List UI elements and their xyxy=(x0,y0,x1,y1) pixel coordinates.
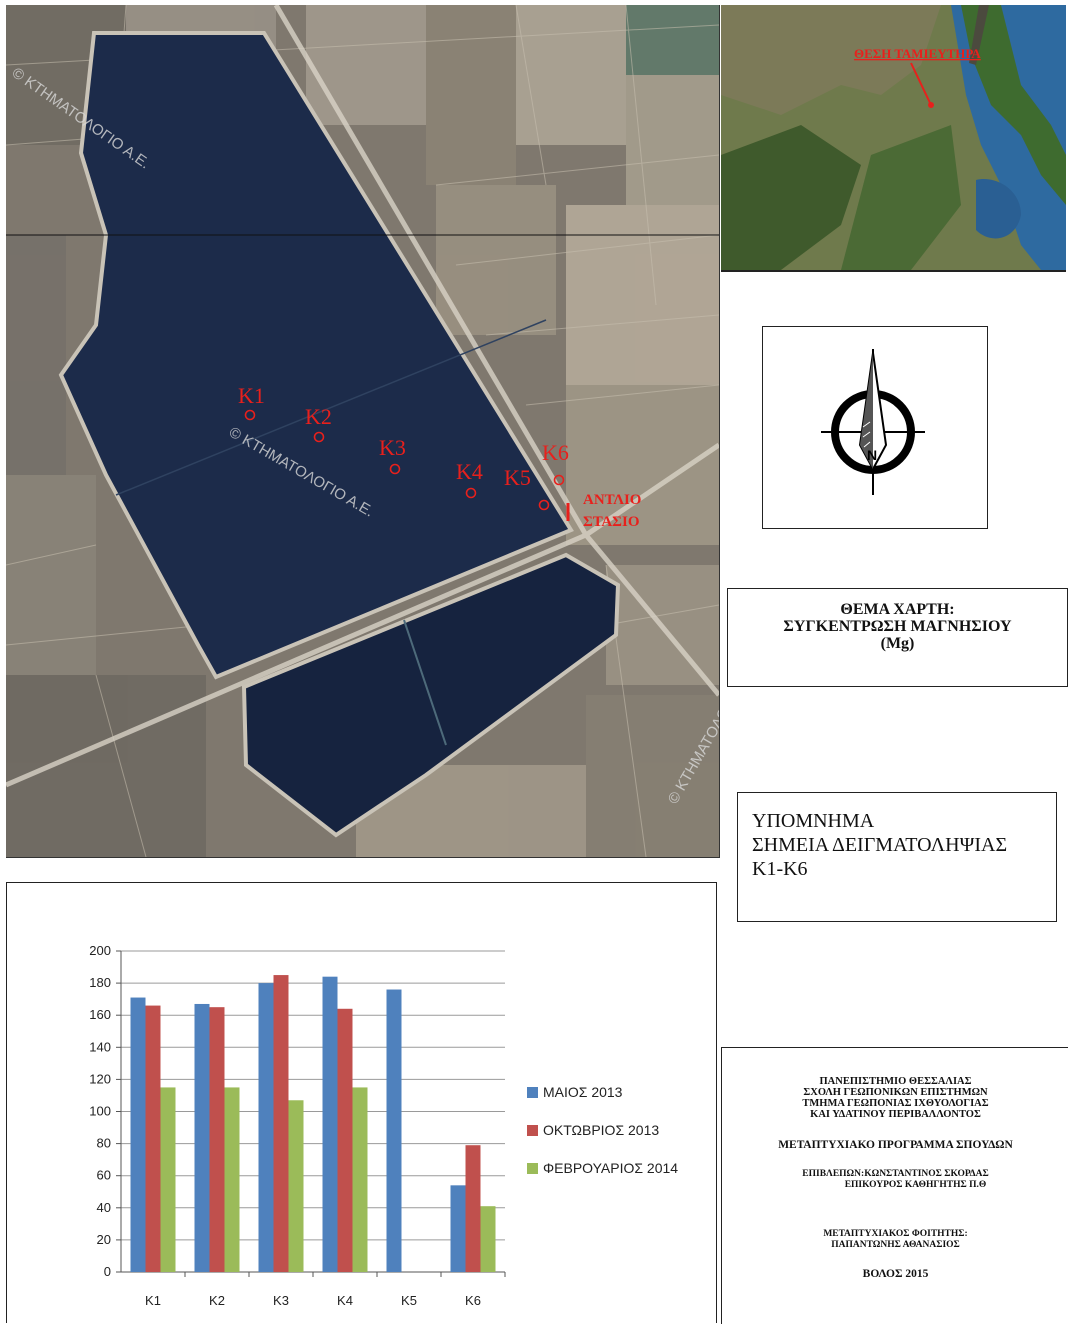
y-tick-label: 40 xyxy=(97,1200,111,1215)
legend-swatch xyxy=(527,1125,538,1136)
y-tick-label: 60 xyxy=(97,1168,111,1183)
legend-swatch xyxy=(527,1087,538,1098)
station-label-2: ΣΤΑΣΙΟ xyxy=(583,514,640,530)
label-k4: K4 xyxy=(456,459,483,484)
bar-1-k6 xyxy=(450,1185,466,1272)
magnesium-chart: 0 20 40 60 80 100 120 140 160 180 200 K1 K2 K3 K4 K5 K6 Μ… xyxy=(6,882,717,1323)
marker-k1[interactable] xyxy=(244,409,256,421)
x-tick-label: K2 xyxy=(209,1293,225,1308)
subject-line-3: (Mg) xyxy=(880,635,915,652)
marker-k5[interactable] xyxy=(538,499,550,511)
chart-svg: 0 20 40 60 80 100 120 140 160 180 200 K1 K2 K3 K4 K5 K6 Μ… xyxy=(89,943,678,1308)
credits-student-label: ΜΕΤΑΠΤΥΧΙΑΚΟΣ ΦΟΙΤΗΤΗΣ: xyxy=(823,1229,968,1239)
map-subject-box: ΘΕΜΑ ΧΑΡΤΗ: ΣΥΓΚΕΝΤΡΩΣΗ ΜΑΓΝΗΣΙΟΥ (Mg) xyxy=(727,588,1068,687)
sampling-labels: K1 K2 K3 K4 K5 K6 ΑΝΤΛΙΟ ΣΤΑΣΙΟ xyxy=(238,383,641,530)
station-label-1: ΑΝΤΛΙΟ xyxy=(583,492,641,508)
sampling-markers xyxy=(244,409,565,511)
x-tick-label: K3 xyxy=(273,1293,289,1308)
bar-1-k2 xyxy=(194,1003,210,1272)
credits-department-2: ΚΑΙ ΥΔΑΤΙΝΟΥ ΠΕΡΙΒΑΛΛΟΝΤΟΣ xyxy=(810,1109,981,1120)
credits-department: ΤΜΗΜΑ ΓΕΩΠΟΝΙΑΣ ΙΧΘΥΟΛΟΓΙΑΣ xyxy=(802,1098,989,1109)
legend-swatch xyxy=(527,1163,538,1174)
north-arrow-box: N xyxy=(762,326,988,529)
legend-line-3: Κ1-Κ6 xyxy=(752,858,808,880)
bar-3-k2 xyxy=(224,1087,240,1272)
bar-2-k6 xyxy=(465,1145,481,1272)
label-k2: K2 xyxy=(305,404,332,429)
credits-box: ΠΑΝΕΠΙΣΤΗΜΙΟ ΘΕΣΣΑΛΙΑΣ ΣΧΟΛΗ ΓΕΩΠΟΝΙΚΩΝ … xyxy=(721,1047,1068,1324)
north-arrow-icon: N xyxy=(821,349,925,495)
legend-label: ΜΑΙΟΣ 2013 xyxy=(543,1084,623,1100)
legend-box: ΥΠΟΜΝΗΜΑ ΣΗΜΕΙΑ ΔΕΙΓΜΑΤΟΛΗΨΙΑΣ Κ1-Κ6 xyxy=(737,792,1057,922)
credits-student-name: ΠΑΠΑΝΤΩΝΗΣ ΑΘΑΝΑΣΙΟΣ xyxy=(831,1240,960,1250)
y-tick-label: 180 xyxy=(89,975,111,990)
subject-line-1: ΘΕΜΑ ΧΑΡΤΗ: xyxy=(840,601,955,618)
bar-3-k4 xyxy=(352,1087,368,1272)
x-tick-label: K1 xyxy=(145,1293,161,1308)
credits-program: ΜΕΤΑΠΤΥΧΙΑΚΟ ΠΡΟΓΡΑΜΜΑ ΣΠΟΥΔΩΝ xyxy=(778,1139,1013,1151)
marker-k2[interactable] xyxy=(313,431,325,443)
bar-1-k1 xyxy=(130,997,146,1272)
inset-label: ΘΕΣΗ ΤΑΜΙΕΥΤΗΡΑ xyxy=(854,46,981,61)
x-tick-label: K6 xyxy=(465,1293,481,1308)
subject-line-2: ΣΥΓΚΕΝΤΡΩΣΗ ΜΑΓΝΗΣΙΟΥ xyxy=(783,618,1012,635)
bar-2-k2 xyxy=(209,1007,225,1272)
legend-label: ΟΚΤΩΒΡΙΟΣ 2013 xyxy=(543,1122,659,1138)
aerial-map: © ΚΤΗΜΑΤΟΛΟΓΙΟ Α.Ε. © ΚΤΗΜΑΤΟΛΟΓΙΟ Α.Ε. … xyxy=(6,5,720,858)
bar-3-k1 xyxy=(160,1087,176,1272)
marker-k6[interactable] xyxy=(553,474,565,486)
bar-3-k3 xyxy=(288,1100,304,1272)
credits-supervisor-title: ΕΠΙΚΟΥΡΟΣ ΚΑΘΗΓΗΤΗΣ Π.Θ xyxy=(844,1180,987,1190)
y-tick-label: 160 xyxy=(89,1007,111,1022)
inset-location-map: ΘΕΣΗ ΤΑΜΙΕΥΤΗΡΑ xyxy=(721,5,1066,272)
bar-2-k3 xyxy=(273,975,289,1272)
label-k5: K5 xyxy=(504,465,531,490)
y-tick-label: 120 xyxy=(89,1071,111,1086)
label-k3: K3 xyxy=(379,435,406,460)
legend-line-2: ΣΗΜΕΙΑ ΔΕΙΓΜΑΤΟΛΗΨΙΑΣ xyxy=(752,834,1008,856)
legend-label: ΦΕΒΡΟΥΑΡΙΟΣ 2014 xyxy=(543,1160,678,1176)
legend-title: ΥΠΟΜΝΗΜΑ xyxy=(752,810,875,832)
label-k1: K1 xyxy=(238,383,265,408)
bar-2-k4 xyxy=(337,1008,353,1272)
credits-supervisor: ΕΠΙΒΛΕΠΩΝ:ΚΩΝΣΤΑΝΤΙΝΟΣ ΣΚΟΡΔΑΣ xyxy=(802,1169,989,1179)
inset-map-svg: ΘΕΣΗ ΤΑΜΙΕΥΤΗΡΑ xyxy=(721,5,1066,270)
y-tick-label: 200 xyxy=(89,943,111,958)
y-tick-label: 0 xyxy=(104,1264,111,1279)
bar-1-k3 xyxy=(258,983,274,1272)
y-tick-label: 80 xyxy=(97,1136,111,1151)
bar-1-k4 xyxy=(322,976,338,1272)
x-tick-label: K5 xyxy=(401,1293,417,1308)
y-tick-label: 100 xyxy=(89,1104,111,1119)
credits-university: ΠΑΝΕΠΙΣΤΗΜΙΟ ΘΕΣΣΑΛΙΑΣ xyxy=(819,1076,972,1087)
credits-school: ΣΧΟΛΗ ΓΕΩΠΟΝΙΚΩΝ ΕΠΙΣΤΗΜΩΝ xyxy=(803,1087,988,1098)
marker-k3[interactable] xyxy=(389,463,401,475)
aerial-map-svg: © ΚΤΗΜΑΤΟΛΟΓΙΟ Α.Ε. © ΚΤΗΜΑΤΟΛΟΓΙΟ Α.Ε. … xyxy=(6,5,719,857)
y-tick-label: 140 xyxy=(89,1039,111,1054)
marker-k4[interactable] xyxy=(465,487,477,499)
y-tick-label: 20 xyxy=(97,1232,111,1247)
bar-2-k1 xyxy=(145,1005,161,1272)
label-k6: K6 xyxy=(542,440,569,465)
x-tick-label: K4 xyxy=(337,1293,353,1308)
credits-place-year: ΒΟΛΟΣ 2015 xyxy=(862,1268,929,1280)
bar-1-k5 xyxy=(386,989,402,1272)
bar-3-k6 xyxy=(480,1206,496,1272)
north-letter: N xyxy=(867,447,877,463)
